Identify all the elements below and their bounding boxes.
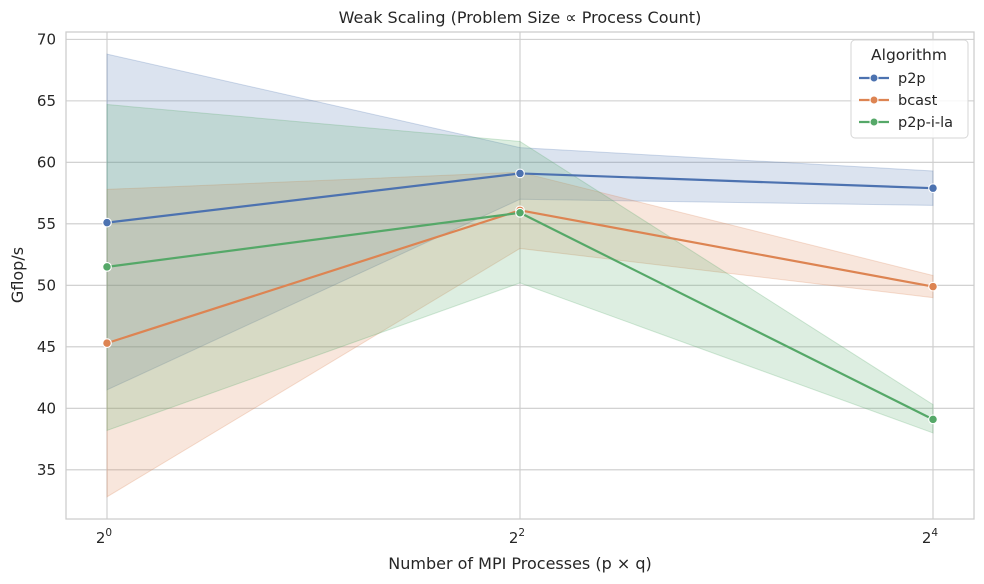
point-p2p — [102, 217, 112, 228]
point-p2p-i-la — [928, 414, 938, 425]
ci-band-p2p — [106, 53, 934, 391]
legend: Algorithm p2p bcast p2p-i-la — [850, 39, 969, 139]
x-tick-labels: 20 22 24 — [96, 527, 939, 547]
x-tick-exponent: 4 — [931, 527, 938, 539]
x-tick-base: 2 — [96, 529, 106, 547]
point-p2p-i-la — [515, 207, 525, 218]
y-tick-label: 55 — [37, 215, 56, 233]
x-tick-exponent: 0 — [105, 527, 112, 539]
x-tick-label: 24 — [922, 527, 939, 547]
y-tick-label: 50 — [37, 276, 56, 294]
y-tick-label: 65 — [37, 92, 56, 110]
x-tick-exponent: 2 — [518, 527, 525, 539]
y-tick-labels: 35 40 45 50 55 60 65 70 — [37, 30, 56, 478]
x-axis-label: Number of MPI Processes (p × q) — [388, 554, 651, 573]
grid — [66, 32, 974, 519]
y-tick-label: 70 — [37, 30, 56, 48]
y-tick-label: 60 — [37, 153, 56, 171]
legend-title: Algorithm — [871, 46, 947, 64]
y-tick-label: 45 — [37, 338, 56, 356]
plot-frame — [65, 31, 975, 520]
chart-title: Weak Scaling (Problem Size ∝ Process Cou… — [339, 8, 702, 27]
series-markers — [102, 168, 938, 425]
legend-label-bcast: bcast — [898, 93, 938, 109]
point-bcast — [928, 281, 938, 292]
x-tick-base: 2 — [509, 529, 519, 547]
confidence-bands — [106, 53, 934, 498]
legend-box — [850, 39, 969, 139]
ci-band-p2p-i-la — [106, 104, 934, 434]
legend-marker-bcast — [869, 95, 879, 105]
legend-label-p2p-i-la: p2p-i-la — [898, 115, 953, 131]
legend-marker-p2p — [869, 73, 879, 83]
point-p2p-i-la — [102, 262, 112, 272]
y-axis-label: Gflop/s — [8, 247, 27, 303]
x-tick-base: 2 — [922, 529, 932, 547]
legend-marker-p2p-i-la — [869, 117, 879, 127]
point-p2p — [928, 183, 938, 194]
point-p2p — [515, 168, 525, 179]
x-tick-label: 20 — [96, 527, 112, 547]
point-bcast — [102, 338, 112, 348]
x-tick-label: 22 — [509, 527, 525, 547]
legend-label-p2p: p2p — [898, 71, 926, 87]
y-tick-label: 40 — [37, 399, 56, 417]
y-tick-label: 35 — [37, 461, 56, 479]
